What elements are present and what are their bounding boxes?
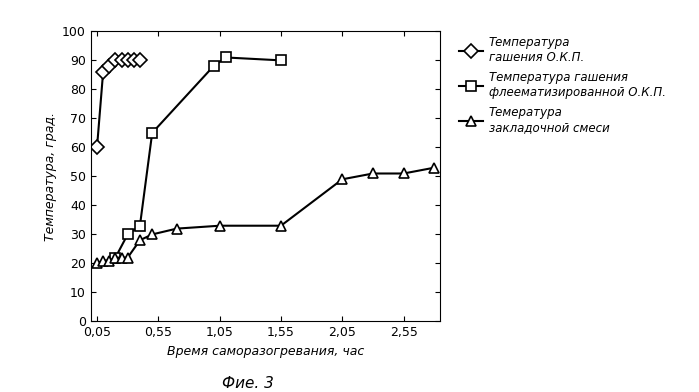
Температура
гашения О.К.П.	[99, 70, 108, 74]
Температура
гашения О.К.П.	[117, 58, 126, 63]
Темература
закладочной смеси	[117, 255, 126, 260]
Темература
закладочной смеси	[111, 255, 120, 260]
Line: Температура гашения
флеематизированной О.К.П.: Температура гашения флеематизированной О…	[110, 53, 286, 263]
Температура гашения
флеематизированной О.К.П.	[136, 223, 144, 228]
Температура
гашения О.К.П.	[105, 64, 113, 69]
Line: Температура
гашения О.К.П.: Температура гашения О.К.П.	[92, 56, 145, 152]
Темература
закладочной смеси	[124, 255, 132, 260]
Температура
гашения О.К.П.	[124, 58, 132, 63]
Температура
гашения О.К.П.	[136, 58, 144, 63]
Температура
гашения О.К.П.	[93, 145, 101, 150]
Температура гашения
флеематизированной О.К.П.	[124, 232, 132, 237]
Температура гашения
флеематизированной О.К.П.	[111, 255, 120, 260]
Text: Фие. 3: Фие. 3	[222, 376, 274, 391]
Темература
закладочной смеси	[105, 258, 113, 263]
Y-axis label: Температура, град.: Температура, град.	[43, 112, 57, 241]
Темература
закладочной смеси	[277, 223, 285, 228]
Темература
закладочной смеси	[430, 165, 438, 170]
Темература
закладочной смеси	[99, 258, 108, 263]
Темература
закладочной смеси	[136, 238, 144, 243]
Температура гашения
флеематизированной О.К.П.	[148, 131, 157, 135]
Темература
закладочной смеси	[148, 232, 157, 237]
Температура
гашения О.К.П.	[129, 58, 138, 63]
Температура гашения
флеематизированной О.К.П.	[209, 64, 217, 69]
Темература
закладочной смеси	[399, 171, 408, 176]
Темература
закладочной смеси	[173, 226, 181, 231]
Legend: Температура
гашения О.К.П., Температура гашения
флеематизированной О.К.П., Темер: Температура гашения О.К.П., Температура …	[454, 31, 670, 139]
Темература
закладочной смеси	[369, 171, 377, 176]
X-axis label: Время саморазогревания, час: Время саморазогревания, час	[167, 345, 364, 358]
Темература
закладочной смеси	[215, 223, 224, 228]
Температура
гашения О.К.П.	[111, 58, 120, 63]
Line: Темература
закладочной смеси: Темература закладочной смеси	[92, 163, 439, 268]
Температура гашения
флеематизированной О.К.П.	[277, 58, 285, 63]
Темература
закладочной смеси	[93, 261, 101, 266]
Темература
закладочной смеси	[338, 177, 347, 181]
Температура гашения
флеематизированной О.К.П.	[222, 55, 230, 60]
